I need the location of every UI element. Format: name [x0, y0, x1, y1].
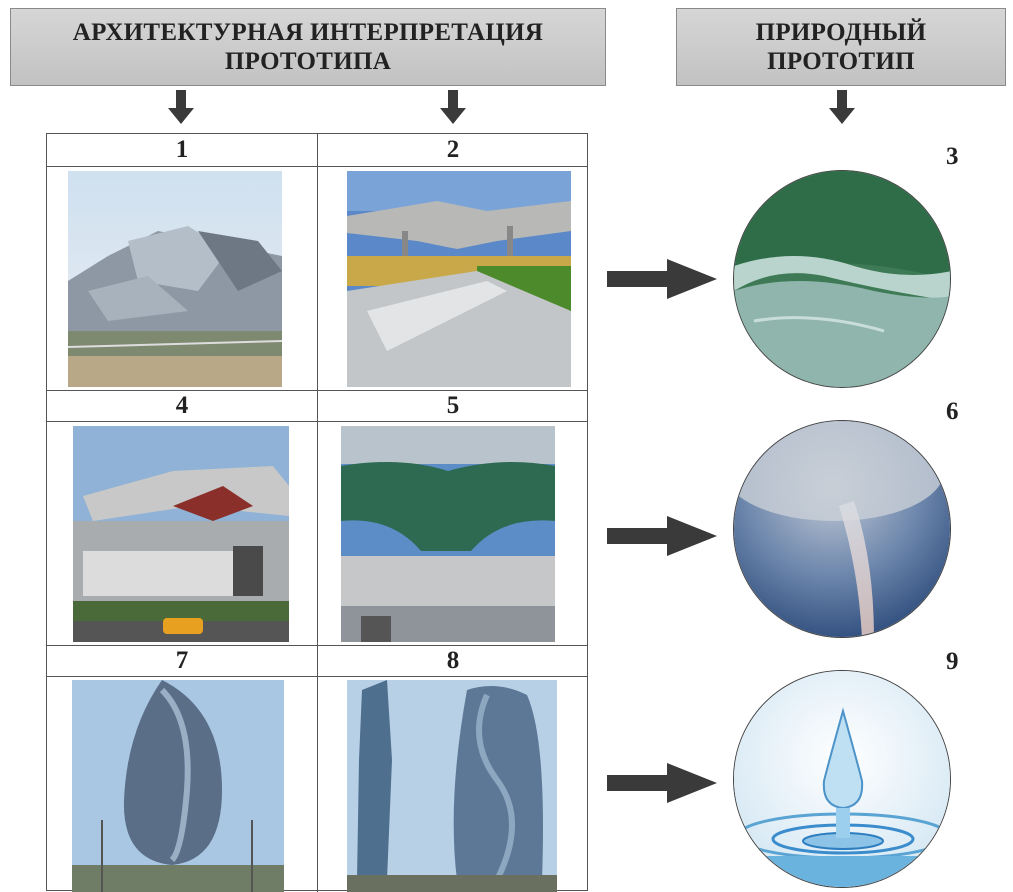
prototype-number-9: 9 [946, 648, 959, 675]
down-arrow-icon [168, 90, 194, 124]
header-right-line1: ПРИРОДНЫЙ [755, 19, 927, 46]
header-right-line2: ПРОТОТИП [767, 48, 915, 75]
cell-number-1: 1 [175, 136, 189, 163]
prototype-number-3: 3 [946, 143, 959, 170]
nature-wave-circle [733, 170, 951, 388]
photo-canopy-walkway [347, 171, 571, 387]
right-arrow-icon [607, 763, 717, 803]
right-arrow-icon [607, 259, 717, 299]
header-architectural-interpretation: АРХИТЕКТУРНАЯ ИНТЕРПРЕТАЦИЯ ПРОТОТИПА [10, 8, 606, 86]
cell-number-8: 8 [446, 647, 460, 674]
down-arrow-icon [829, 90, 855, 124]
right-arrow-icon [607, 516, 717, 556]
photo-twin-towers [347, 680, 557, 892]
architecture-grid: 1 2 4 5 7 8 [46, 133, 588, 892]
header-left-line1: АРХИТЕКТУРНАЯ ИНТЕРПРЕТАЦИЯ [72, 19, 544, 46]
nature-water-drop-circle [733, 670, 951, 888]
prototype-number-6: 6 [946, 398, 959, 425]
down-arrow-icon [440, 90, 466, 124]
cell-number-4: 4 [175, 392, 189, 419]
photo-flame-tower [72, 680, 284, 892]
photo-funnel-canopy [341, 426, 555, 642]
nature-tornado-circle [733, 420, 951, 638]
cell-number-2: 2 [446, 136, 460, 163]
photo-commercial-building [73, 426, 289, 642]
header-natural-prototype: ПРИРОДНЫЙ ПРОТОТИП [676, 8, 1006, 86]
header-left-line2: ПРОТОТИПА [224, 48, 392, 75]
cell-number-5: 5 [446, 392, 460, 419]
cell-number-7: 7 [175, 647, 189, 674]
photo-museum-exterior [68, 171, 282, 387]
